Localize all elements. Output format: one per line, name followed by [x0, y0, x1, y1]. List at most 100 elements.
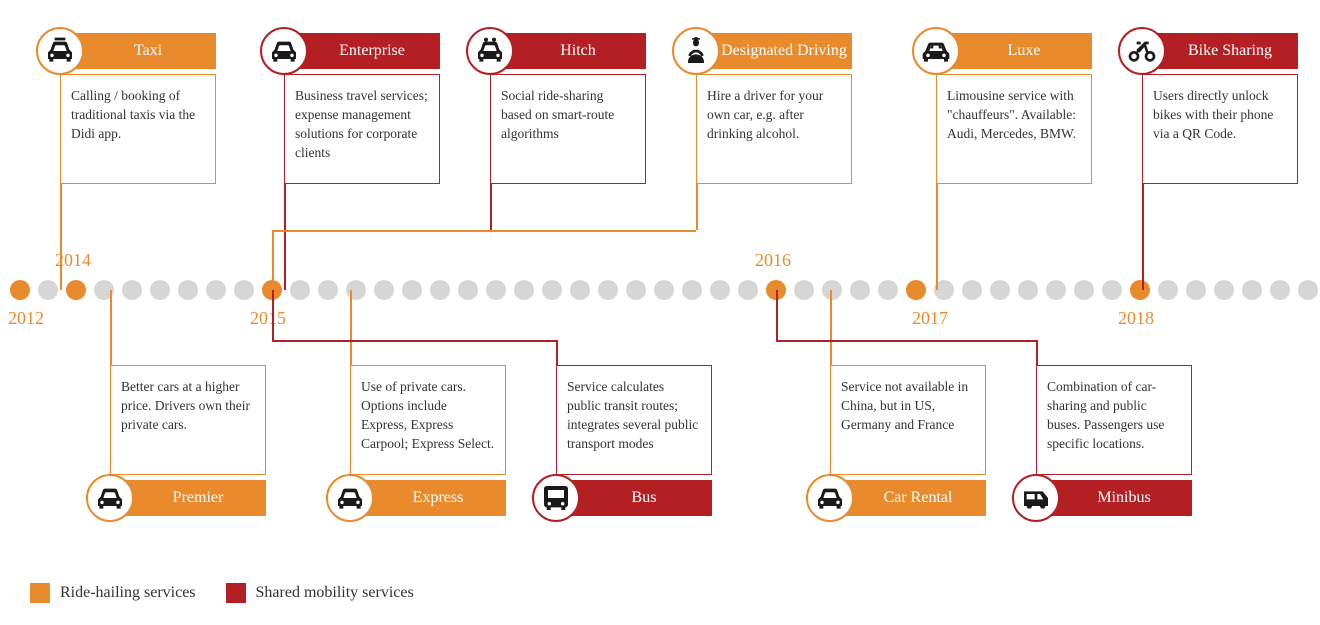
- service-header: Express: [350, 475, 506, 521]
- timeline-dot: [682, 280, 702, 300]
- timeline-dot: [150, 280, 170, 300]
- timeline-dot: [430, 280, 450, 300]
- service-header: Enterprise: [284, 28, 440, 74]
- service-description: Hire a driver for your own car, e.g. aft…: [696, 74, 852, 184]
- connector: [284, 184, 286, 290]
- timeline-dot: [318, 280, 338, 300]
- timeline-dot: [598, 280, 618, 300]
- connector: [556, 340, 558, 365]
- service-enterprise: EnterpriseBusiness travel services; expe…: [284, 28, 440, 184]
- service-description: Better cars at a higher price. Drivers o…: [110, 365, 266, 475]
- timeline-dot: [178, 280, 198, 300]
- legend-swatch: [30, 583, 50, 603]
- timeline-dot: [1046, 280, 1066, 300]
- connector: [60, 184, 62, 290]
- service-header: Bike Sharing: [1142, 28, 1298, 74]
- service-description: Calling / booking of traditional taxis v…: [60, 74, 216, 184]
- car-icon: [326, 474, 374, 522]
- service-bus: Service calculates public transit routes…: [556, 365, 712, 521]
- connector: [110, 290, 112, 365]
- timeline-dot: [878, 280, 898, 300]
- car-icon: [806, 474, 854, 522]
- service-header: Minibus: [1036, 475, 1192, 521]
- service-taxi: TaxiCalling / booking of traditional tax…: [60, 28, 216, 184]
- connector: [776, 290, 778, 340]
- service-header: Hitch: [490, 28, 646, 74]
- timeline-dot: [570, 280, 590, 300]
- service-hitch: HitchSocial ride-sharing based on smart-…: [490, 28, 646, 184]
- connector: [490, 184, 492, 230]
- timeline-dot: [234, 280, 254, 300]
- timeline-dot: [962, 280, 982, 300]
- service-header: Car Rental: [830, 475, 986, 521]
- timeline-dot: [514, 280, 534, 300]
- timeline-dot: [794, 280, 814, 300]
- service-header: Luxe: [936, 28, 1092, 74]
- timeline-dot: [1214, 280, 1234, 300]
- year-label: 2016: [755, 250, 791, 271]
- service-header: Bus: [556, 475, 712, 521]
- service-description: Users directly unlock bikes with their p…: [1142, 74, 1298, 184]
- timeline-dot: [206, 280, 226, 300]
- timeline-dot: [1102, 280, 1122, 300]
- year-label: 2017: [912, 308, 948, 329]
- service-header: Taxi: [60, 28, 216, 74]
- timeline-dot: [346, 280, 366, 300]
- legend: Ride-hailing servicesShared mobility ser…: [30, 583, 414, 603]
- timeline-dot: [66, 280, 86, 300]
- service-description: Use of private cars. Options include Exp…: [350, 365, 506, 475]
- timeline-dot: [1242, 280, 1262, 300]
- service-description: Limousine service with "chauffeurs". Ava…: [936, 74, 1092, 184]
- bike-icon: [1118, 27, 1166, 75]
- taxi-icon: [36, 27, 84, 75]
- car-icon: [86, 474, 134, 522]
- service-luxe: LuxeLimousine service with "chauffeurs".…: [936, 28, 1092, 184]
- connector: [350, 290, 352, 365]
- service-description: Combination of car-sharing and public bu…: [1036, 365, 1192, 475]
- timeline-dot: [1158, 280, 1178, 300]
- timeline-dot: [1074, 280, 1094, 300]
- service-minibus: Combination of car-sharing and public bu…: [1036, 365, 1192, 521]
- service-carrental: Service not available in China, but in U…: [830, 365, 986, 521]
- timeline-dot: [1130, 280, 1150, 300]
- driver-icon: [672, 27, 720, 75]
- service-express: Use of private cars. Options include Exp…: [350, 365, 506, 521]
- timeline-dot: [1186, 280, 1206, 300]
- service-description: Service not available in China, but in U…: [830, 365, 986, 475]
- timeline-dot: [1018, 280, 1038, 300]
- luxe-icon: [912, 27, 960, 75]
- connector: [272, 340, 556, 342]
- minibus-icon: [1012, 474, 1060, 522]
- connector: [1036, 340, 1038, 365]
- connector: [272, 290, 274, 340]
- timeline-dot: [458, 280, 478, 300]
- service-header: Premier: [110, 475, 266, 521]
- connector: [696, 184, 698, 230]
- timeline-dot: [626, 280, 646, 300]
- timeline-dot: [402, 280, 422, 300]
- timeline-dot: [1298, 280, 1318, 300]
- car-icon: [260, 27, 308, 75]
- timeline-dot: [990, 280, 1010, 300]
- timeline-dot: [290, 280, 310, 300]
- timeline-dot: [906, 280, 926, 300]
- service-description: Service calculates public transit routes…: [556, 365, 712, 475]
- bus-icon: [532, 474, 580, 522]
- legend-item: Ride-hailing services: [30, 583, 196, 603]
- timeline-dot: [486, 280, 506, 300]
- connector: [272, 230, 696, 232]
- year-label: 2018: [1118, 308, 1154, 329]
- service-description: Social ride-sharing based on smart-route…: [490, 74, 646, 184]
- service-premier: Better cars at a higher price. Drivers o…: [110, 365, 266, 521]
- year-label: 2012: [8, 308, 44, 329]
- timeline-dot: [374, 280, 394, 300]
- connector: [776, 340, 1036, 342]
- service-designated: Designated DrivingHire a driver for your…: [696, 28, 852, 184]
- connector: [830, 290, 832, 365]
- connector: [272, 230, 274, 290]
- carpool-icon: [466, 27, 514, 75]
- timeline-dot: [850, 280, 870, 300]
- timeline-dot: [738, 280, 758, 300]
- legend-label: Ride-hailing services: [60, 584, 196, 602]
- service-header: Designated Driving: [696, 28, 852, 74]
